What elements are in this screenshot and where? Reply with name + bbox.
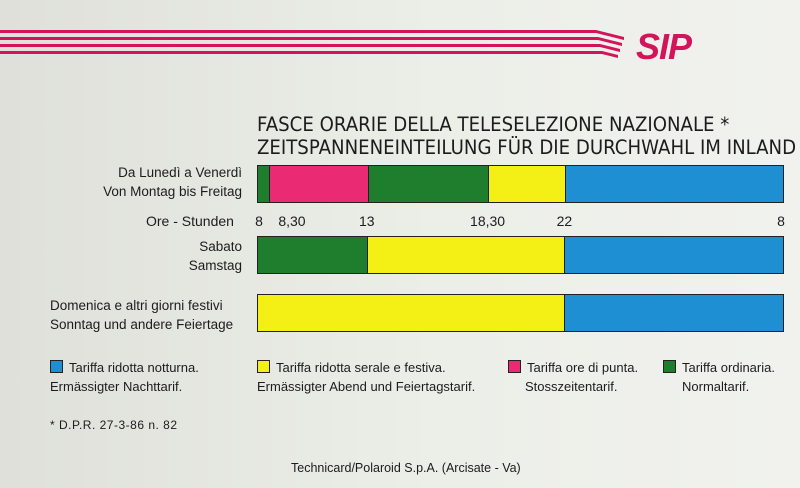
bar-segment-blue <box>565 237 783 273</box>
legend-swatch-green <box>663 360 676 373</box>
bar-segment-blue <box>565 166 783 202</box>
hours-tick-label: 22 <box>556 213 573 229</box>
legend-label-evening-de: Ermässigter Abend und Feiertagstarif. <box>257 379 476 394</box>
hours-axis-label: Ore - Stunden <box>146 213 234 229</box>
bar-saturday <box>257 236 784 274</box>
brand-stripes <box>0 30 624 58</box>
credit-line: Technicard/Polaroid S.p.A. (Arcisate - V… <box>291 461 521 475</box>
legend-swatch-pink <box>508 360 521 373</box>
row-label-saturday-it: Sabato <box>199 239 242 254</box>
bar-segment-yellow <box>488 166 566 202</box>
bar-segment-yellow <box>258 295 565 331</box>
legend-swatch-yellow <box>257 360 270 373</box>
bar-segment-green <box>368 166 489 202</box>
row-label-sunday-de: Sonntag und andere Feiertage <box>50 317 234 332</box>
hours-tick-label: 8 <box>255 213 263 229</box>
hours-tick-label: 8 <box>777 213 785 229</box>
legend-label-night-de: Ermässigter Nachttarif. <box>50 379 183 394</box>
chart-title-german: ZEITSPANNENEINTEILUNG FÜR DIE DURCHWAHL … <box>257 136 797 159</box>
footnote: * D.P.R. 27-3-86 n. 82 <box>50 418 178 432</box>
hours-tick-label: 13 <box>358 213 375 229</box>
bar-segment-blue <box>564 295 783 331</box>
row-label-weekdays-it: Da Lunedì a Venerdì <box>118 165 242 180</box>
row-label-weekdays-de: Von Montag bis Freitag <box>103 184 242 199</box>
legend-label-peak-it: Tariffa ore di punta. <box>527 360 639 375</box>
legend-label-ordinary-it: Tariffa ordinaria. <box>682 360 775 375</box>
legend-label-peak-de: Stosszeitentarif. <box>525 379 618 394</box>
hours-tick-label: 8,30 <box>278 213 306 229</box>
row-label-saturday-de: Samstag <box>188 258 242 273</box>
legend-label-ordinary-de: Normaltarif. <box>682 379 750 394</box>
bar-weekdays <box>257 165 784 203</box>
legend-label-evening-it: Tariffa ridotta serale e festiva. <box>276 360 446 375</box>
bar-segment-green <box>258 166 270 202</box>
legend-swatch-blue <box>50 360 63 373</box>
bar-segment-yellow <box>367 237 566 273</box>
row-label-sunday-it: Domenica e altri giorni festivi <box>50 298 223 313</box>
bar-segment-green <box>258 237 368 273</box>
bar-sunday <box>257 294 784 332</box>
bar-segment-pink <box>269 166 369 202</box>
hours-tick-label: 18,30 <box>470 213 506 229</box>
legend-label-night-it: Tariffa ridotta notturna. <box>69 360 199 375</box>
sip-logo: SIP <box>636 26 692 67</box>
chart-title-italian: FASCE ORARIE DELLA TELESELEZIONE NAZIONA… <box>257 113 730 136</box>
